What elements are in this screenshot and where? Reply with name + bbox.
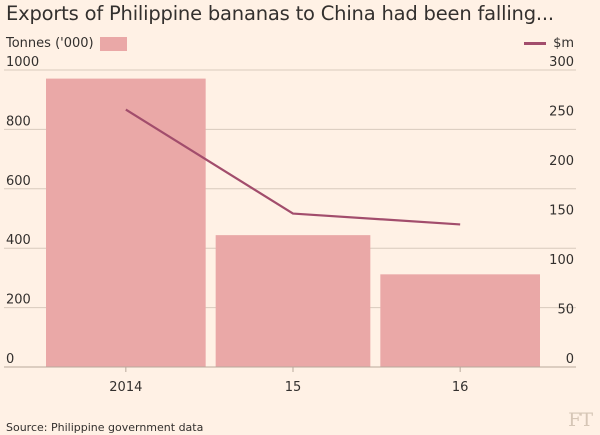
legend-line-label: $m <box>553 36 574 51</box>
legend-bars: Tonnes ('000) <box>6 36 127 51</box>
y-right-tick-label: 50 <box>557 303 574 318</box>
ft-logo: FT <box>568 409 593 431</box>
source-note: Source: Philippine government data <box>6 421 204 434</box>
chart-title: Exports of Philippine bananas to China h… <box>6 2 554 25</box>
y-left-tick-label: 800 <box>6 114 31 129</box>
y-left-tick-label: 1000 <box>6 55 39 70</box>
y-right-tick-label: 0 <box>566 352 574 367</box>
bar <box>380 274 540 367</box>
y-right-tick-label: 250 <box>549 105 574 120</box>
y-left-tick-label: 200 <box>6 293 31 308</box>
y-right-tick-label: 150 <box>549 204 574 219</box>
bar <box>46 78 206 367</box>
x-tick-label: 16 <box>452 380 469 395</box>
x-tick-label: 15 <box>285 380 302 395</box>
bar <box>215 235 371 367</box>
legend-bars-swatch <box>99 36 127 51</box>
y-left-tick-label: 0 <box>6 352 14 367</box>
y-right-tick-label: 300 <box>549 55 574 70</box>
y-right-tick-label: 100 <box>549 253 574 268</box>
legend-line-swatch <box>524 42 547 45</box>
y-left-tick-label: 600 <box>6 174 31 189</box>
legend-bars-label: Tonnes ('000) <box>6 36 94 51</box>
legend-line: $m <box>524 36 574 51</box>
x-tick-label: 2014 <box>109 380 142 395</box>
y-right-tick-label: 200 <box>549 154 574 169</box>
y-left-tick-label: 400 <box>6 233 31 248</box>
